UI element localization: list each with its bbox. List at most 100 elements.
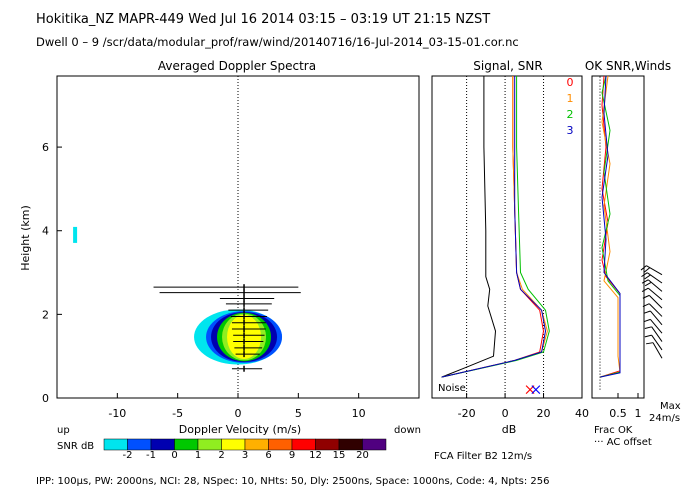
colorbar-tick-7: 9 bbox=[289, 450, 295, 461]
spectra-xtick-label-0: -10 bbox=[108, 407, 126, 420]
colorbar-up-label: up bbox=[57, 425, 70, 436]
wind-barb-feather-8-0 bbox=[644, 326, 652, 330]
snr-title: Signal, SNR bbox=[473, 59, 542, 73]
winds-title: OK SNR,Winds bbox=[585, 59, 671, 73]
wind-barb-feather-1-0 bbox=[641, 272, 648, 278]
spectra-plot: -10 -5 0 5 10 0 2 4 6 bbox=[42, 76, 366, 420]
wind-barb-feather-0-0 bbox=[640, 265, 647, 271]
colorbar-swatch-1 bbox=[127, 438, 152, 451]
colorbar-tick-8: 12 bbox=[309, 450, 322, 461]
header-line1: Hokitika_NZ MAPR-449 Wed Jul 16 2014 03:… bbox=[36, 12, 490, 27]
winds-xtick-label-0: 0.5 bbox=[609, 407, 627, 420]
spectra-xtick-label-1: -5 bbox=[172, 407, 183, 420]
snr-xtick-label-0: -20 bbox=[458, 407, 476, 420]
snr-plot: -20 0 20 40 bbox=[441, 76, 589, 420]
max-value: 24m/s bbox=[649, 413, 680, 424]
snr-series-1 bbox=[441, 76, 548, 378]
colorbar-down-label: down bbox=[394, 425, 421, 436]
wind-barb-feather-3-0 bbox=[641, 287, 649, 293]
wind-barb-feather-4-0 bbox=[642, 294, 650, 299]
colorbar-tick-0: -2 bbox=[123, 450, 133, 461]
winds-legend-2: 2 bbox=[567, 108, 574, 121]
colorbar-tick-4: 2 bbox=[218, 450, 224, 461]
winds-series-3 bbox=[599, 75, 621, 378]
colorbar-swatch-9 bbox=[315, 438, 340, 451]
wind-barb-feather-10-0 bbox=[646, 342, 654, 345]
wind-barb-8 bbox=[651, 326, 663, 342]
colorbar-swatch-10 bbox=[338, 438, 363, 451]
snr-series-2 bbox=[441, 76, 550, 378]
wind-barb-feather-2-1 bbox=[644, 281, 652, 287]
colorbar-swatch-3 bbox=[174, 438, 199, 451]
spectra-ytick-label-3: 6 bbox=[42, 141, 49, 154]
wind-barb-feather-7-0 bbox=[643, 318, 651, 323]
winds-series-0 bbox=[599, 75, 621, 378]
spectra-ytick-label-2: 4 bbox=[42, 225, 49, 238]
colorbar-swatch-2 bbox=[150, 438, 175, 451]
colorbar-swatch-7 bbox=[268, 438, 293, 451]
noise-label: Noise bbox=[438, 383, 466, 394]
wind-barb-feather-0-1 bbox=[644, 267, 651, 273]
winds-legend-1: 1 bbox=[567, 92, 574, 105]
colorbar-tick-9: 15 bbox=[333, 450, 346, 461]
snr-xtick-label-3: 40 bbox=[575, 407, 589, 420]
wind-barb-3 bbox=[647, 287, 663, 301]
winds-series-1 bbox=[599, 75, 621, 378]
snr-xlabel: dB bbox=[502, 423, 517, 436]
spectra-ytick-label-1: 2 bbox=[42, 308, 49, 321]
winds-legend-3: 3 bbox=[567, 124, 574, 137]
snr-xtick-label-2: 20 bbox=[537, 407, 551, 420]
spectra-xtick-label-3: 5 bbox=[295, 407, 302, 420]
colorbar-swatch-4 bbox=[197, 438, 222, 451]
wind-barb-7 bbox=[650, 319, 663, 334]
isolated-echo bbox=[73, 226, 78, 243]
spectra-ylabel: Height (km) bbox=[19, 205, 32, 271]
winds-xtick-label-1: 1 bbox=[635, 407, 642, 420]
wind-barb-6 bbox=[650, 310, 663, 326]
spectra-xtick-label-2: 0 bbox=[235, 407, 242, 420]
colorbar-tick-3: 1 bbox=[195, 450, 201, 461]
ac-offset-label: ··· AC offset bbox=[594, 437, 652, 448]
wind-barb-0 bbox=[646, 265, 663, 276]
wind-barb-4 bbox=[648, 295, 663, 309]
colorbar-tick-1: -1 bbox=[146, 450, 156, 461]
colorbar-swatch-11 bbox=[362, 438, 387, 451]
noise-marker-b-1 bbox=[531, 385, 541, 395]
colorbar-swatch-8 bbox=[291, 438, 316, 451]
filter-label: FCA Filter B2 12m/s bbox=[434, 451, 532, 462]
wind-barb-2 bbox=[647, 279, 663, 292]
colorbar-swatch-6 bbox=[244, 438, 269, 451]
frac-ok-label: Frac OK bbox=[594, 425, 633, 436]
colorbar-title: SNR dB bbox=[57, 441, 94, 452]
wind-barb-feather-9-0 bbox=[644, 334, 652, 338]
snr-series-3 bbox=[441, 76, 547, 378]
winds-plot: 0 1 2 3 0.5 1 bbox=[567, 75, 663, 420]
snr-frame bbox=[431, 75, 583, 399]
wind-barb-9 bbox=[651, 334, 663, 351]
spectra-ytick-label-0: 0 bbox=[42, 392, 49, 405]
wind-barb-feather-5-0 bbox=[642, 303, 650, 308]
snr-series-noise bbox=[441, 76, 497, 378]
wind-barb-5 bbox=[648, 303, 663, 317]
winds-legend-0: 0 bbox=[567, 76, 574, 89]
wind-barb-feather-2-0 bbox=[641, 279, 649, 284]
snr-xtick-label-1: 0 bbox=[502, 407, 509, 420]
footer-params: IPP: 100μs, PW: 2000ns, NCI: 28, NSpec: … bbox=[36, 476, 549, 487]
wind-barb-feather-6-0 bbox=[643, 310, 651, 314]
colorbar-swatch-5 bbox=[221, 438, 246, 451]
max-label: Max bbox=[660, 401, 681, 412]
colorbar-tick-2: 0 bbox=[171, 450, 177, 461]
colorbar: -2 -1 0 1 2 3 6 9 12 15 20 bbox=[103, 438, 387, 461]
colorbar-swatch-0 bbox=[103, 438, 128, 451]
header-line2: Dwell 0 – 9 /scr/data/modular_prof/raw/w… bbox=[36, 35, 519, 49]
spectra-xlabel: Doppler Velocity (m/s) bbox=[179, 423, 301, 436]
colorbar-tick-6: 6 bbox=[265, 450, 271, 461]
colorbar-tick-10: 20 bbox=[356, 450, 369, 461]
wind-barb-10 bbox=[652, 342, 663, 359]
winds-series-2 bbox=[599, 75, 621, 378]
wind-barb-feather-1-1 bbox=[644, 274, 651, 280]
snr-series-0 bbox=[441, 76, 545, 378]
wind-barb-1 bbox=[646, 272, 663, 284]
spectra-title: Averaged Doppler Spectra bbox=[158, 59, 316, 73]
